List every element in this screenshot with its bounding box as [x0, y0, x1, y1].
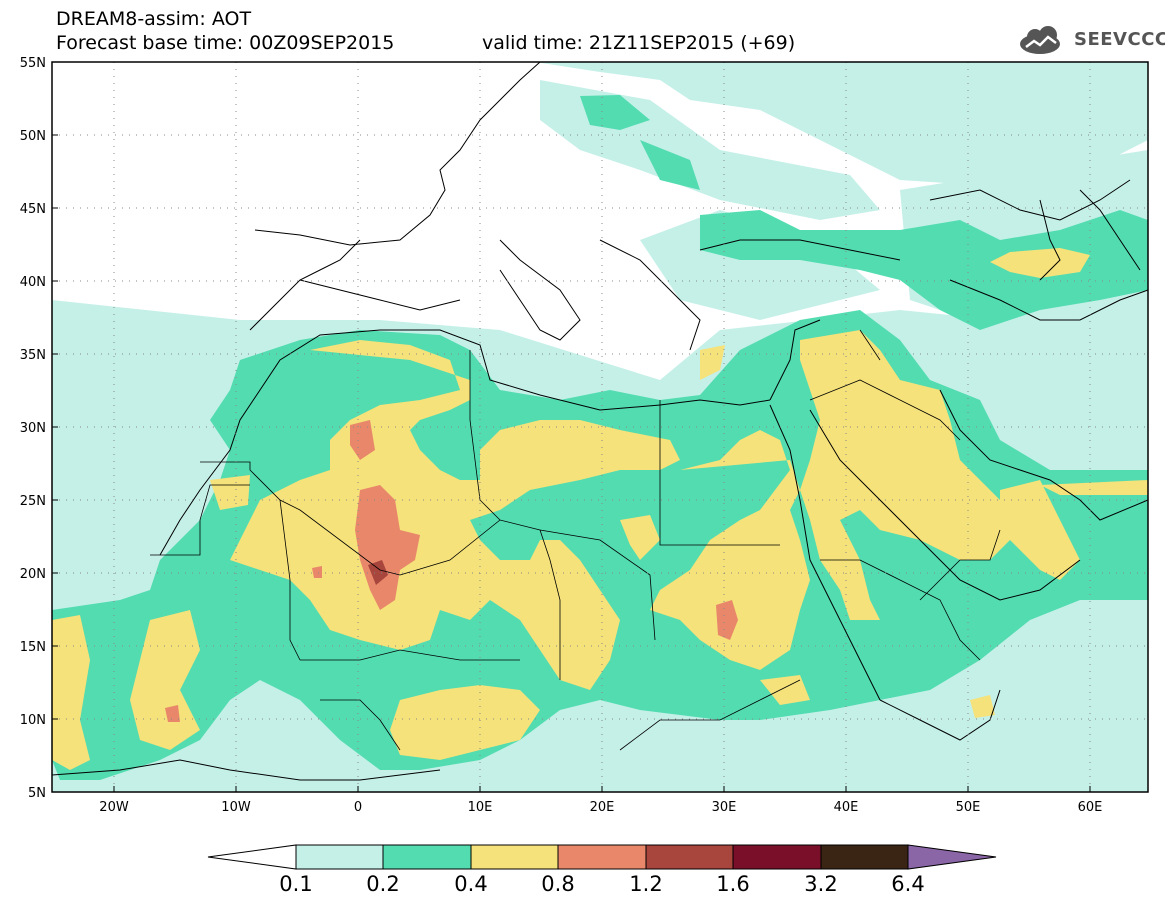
- colorbar-swatch: [470, 844, 559, 870]
- cloud-logo-icon: [1020, 26, 1060, 54]
- lon-label: 50E: [956, 800, 981, 815]
- lat-label: 35N: [20, 348, 46, 363]
- lat-label: 20N: [20, 567, 46, 582]
- lat-label: 55N: [20, 56, 46, 71]
- lat-label: 15N: [20, 640, 46, 655]
- lat-label: 5N: [28, 786, 46, 801]
- colorbar-label: 0.1: [279, 872, 313, 896]
- lon-label: 10W: [221, 800, 251, 815]
- tick-marks: [52, 61, 1091, 792]
- aot-level-0.8: [165, 420, 738, 722]
- lon-label: 0: [354, 800, 362, 815]
- colorbar-label: 6.4: [891, 872, 925, 896]
- country-borders: [150, 329, 1001, 751]
- aot-level-0.4: [52, 248, 1148, 770]
- aot-level-1.2: [368, 560, 388, 585]
- colorbar-swatch: [382, 844, 472, 870]
- lon-label: 20W: [99, 800, 129, 815]
- lat-label: 10N: [20, 713, 46, 728]
- latitude-labels: 55N 50N 45N 40N 35N 30N 25N 20N 15N 10N …: [20, 56, 46, 801]
- longitude-labels: 20W 10W 0 10E 20E 30E 40E 50E 60E: [99, 800, 1102, 815]
- lon-label: 60E: [1078, 800, 1103, 815]
- colorbar-swatch: [732, 844, 822, 870]
- colorbar-label: 1.2: [629, 872, 663, 896]
- lat-label: 50N: [20, 129, 46, 144]
- lat-label: 40N: [20, 275, 46, 290]
- lon-label: 30E: [712, 800, 737, 815]
- colorbar-high-triangle: [907, 844, 997, 870]
- colorbar-label: 0.4: [454, 872, 488, 896]
- colorbar-swatch: [645, 844, 734, 870]
- colorbar-swatch: [557, 844, 647, 870]
- colorbar-label: 0.8: [541, 872, 575, 896]
- forecast-base-time: Forecast base time: 00Z09SEP2015: [56, 32, 395, 54]
- lat-label: 30N: [20, 421, 46, 436]
- colorbar-swatch: [820, 844, 909, 870]
- lon-label: 20E: [590, 800, 615, 815]
- colorbar-label: 1.6: [716, 872, 750, 896]
- colorbar-swatch: [295, 844, 384, 870]
- colorbar-low-triangle: [207, 844, 297, 870]
- colorbar-label: 0.2: [366, 872, 400, 896]
- lon-label: 10E: [468, 800, 493, 815]
- map-title: DREAM8-assim: AOT: [56, 8, 252, 30]
- colorbar: [207, 844, 997, 870]
- coastlines: [52, 62, 1148, 781]
- colorbar-label: 3.2: [804, 872, 838, 896]
- lat-label: 45N: [20, 202, 46, 217]
- lat-label: 25N: [20, 494, 46, 509]
- aot-field: [52, 62, 1148, 792]
- graticule: [52, 62, 1148, 792]
- valid-time: valid time: 21Z11SEP2015 (+69): [482, 32, 796, 54]
- logo-text: SEEVCCC: [1074, 29, 1165, 50]
- lon-label: 40E: [834, 800, 859, 815]
